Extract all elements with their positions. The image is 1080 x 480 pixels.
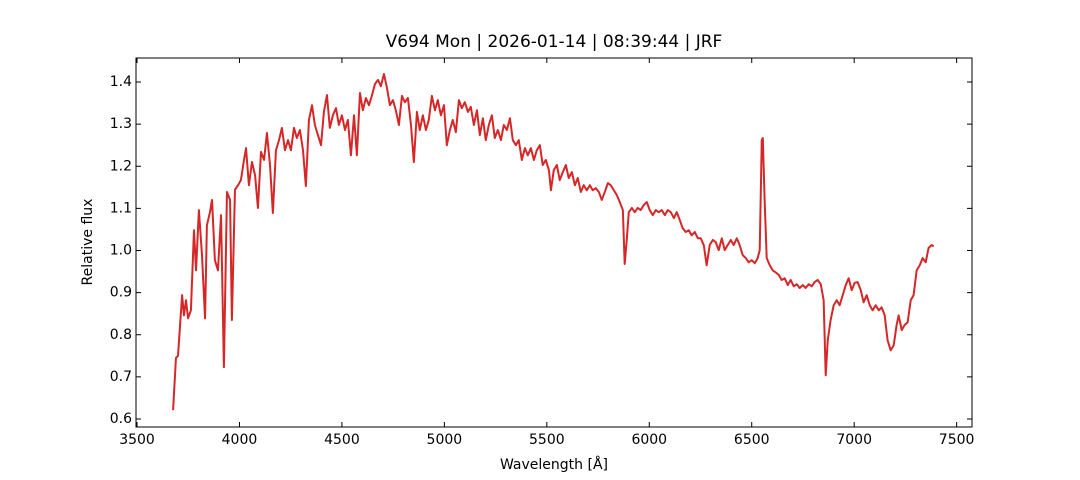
x-tick-label: 3500 [119,432,155,448]
y-tick-label: 1.2 [110,158,132,174]
y-tick-label: 0.8 [110,327,132,343]
y-tick-label: 0.9 [110,285,132,301]
x-tick-label: 4000 [222,432,258,448]
plot-frame [135,57,973,428]
x-tick-label: 6500 [734,432,770,448]
y-tick-label: 1.1 [110,200,132,216]
x-tick-label: 6000 [631,432,667,448]
x-axis-label: Wavelength [Å] [500,456,608,473]
y-tick-label: 0.6 [110,411,132,427]
y-tick-label: 1.0 [110,243,132,259]
spectrum-line [172,73,935,411]
y-tick-label: 1.4 [110,74,132,90]
y-axis-label: Relative flux [80,199,96,286]
y-tick-label: 1.3 [110,116,132,132]
chart-title: V694 Mon | 2026-01-14 | 08:39:44 | JRF [386,32,723,52]
x-tick-label: 7500 [939,432,975,448]
y-tick-label: 0.7 [110,369,132,385]
x-tick-label: 5000 [427,432,463,448]
x-tick-label: 5500 [529,432,565,448]
x-tick-label: 7000 [836,432,872,448]
x-tick-label: 4500 [324,432,360,448]
